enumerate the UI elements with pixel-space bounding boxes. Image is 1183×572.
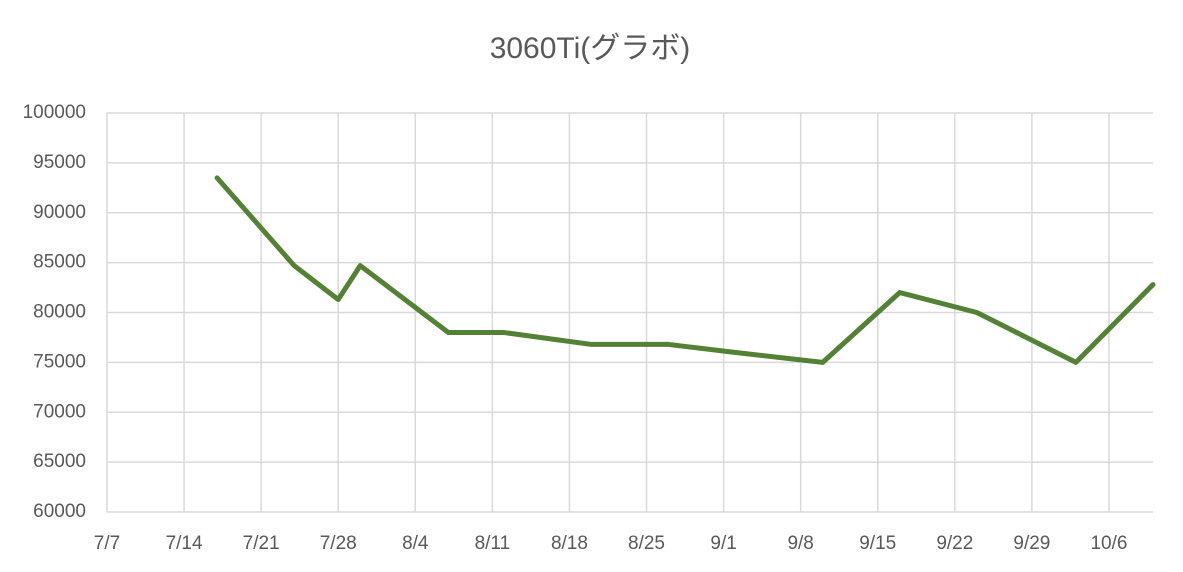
x-tick-label: 9/1 xyxy=(710,533,736,554)
x-tick-label: 8/18 xyxy=(551,533,588,554)
y-tick-label: 65000 xyxy=(33,451,86,472)
y-tick-label: 85000 xyxy=(33,252,86,273)
x-tick-label: 7/14 xyxy=(166,533,203,554)
x-tick-label: 8/4 xyxy=(402,533,429,554)
x-tick-label: 9/8 xyxy=(787,533,813,554)
x-tick-label: 9/15 xyxy=(859,533,896,554)
x-tick-label: 9/22 xyxy=(936,533,973,554)
y-tick-label: 75000 xyxy=(33,351,86,372)
y-tick-label: 80000 xyxy=(33,302,86,323)
y-tick-label: 70000 xyxy=(33,401,86,422)
y-tick-label: 100000 xyxy=(23,102,86,123)
chart-title: 3060Ti(グラボ) xyxy=(490,32,691,65)
x-tick-label: 9/29 xyxy=(1013,533,1050,554)
x-tick-label: 7/21 xyxy=(243,533,280,554)
y-tick-label: 60000 xyxy=(33,501,86,522)
x-tick-label: 8/11 xyxy=(475,533,511,554)
x-tick-label: 8/25 xyxy=(628,533,665,554)
x-tick-label: 10/6 xyxy=(1090,533,1127,554)
line-series xyxy=(214,175,1156,365)
x-tick-label: 7/28 xyxy=(320,533,357,554)
y-tick-label: 95000 xyxy=(33,152,86,173)
x-tick-label: 7/7 xyxy=(94,533,120,554)
y-tick-label: 90000 xyxy=(33,202,86,223)
